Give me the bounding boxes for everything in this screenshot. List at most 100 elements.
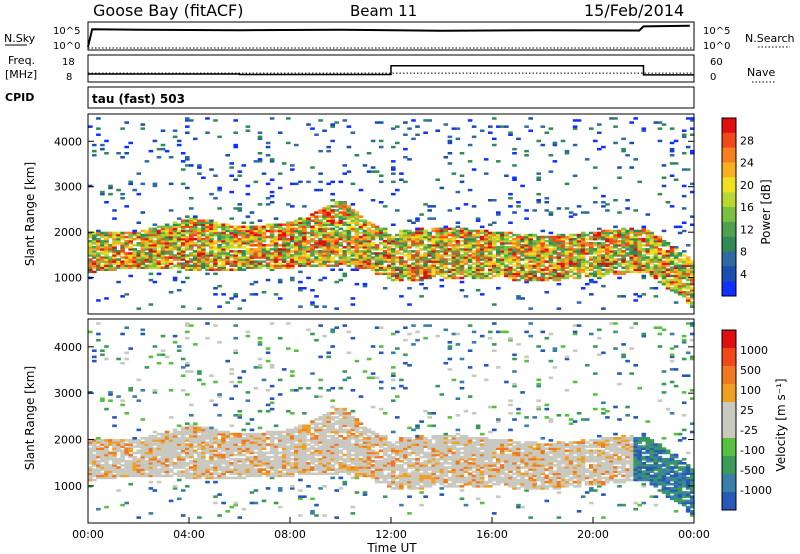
- power-cell: [483, 248, 489, 251]
- power-cell: [435, 246, 440, 249]
- power-cell: [593, 244, 598, 247]
- power-cell: [391, 268, 396, 271]
- power-cell: [168, 231, 174, 235]
- power-cell: [318, 244, 323, 247]
- power-cell: [459, 250, 465, 253]
- power-cell: [92, 239, 97, 243]
- power-cell: [467, 272, 473, 276]
- velocity-cell: [310, 466, 315, 469]
- power-cell: [338, 262, 344, 265]
- velocity-cell: [322, 420, 327, 423]
- power-cell: [172, 278, 178, 282]
- velocity-cell: [314, 472, 319, 476]
- power-cell: [411, 272, 416, 276]
- power-cell: [156, 262, 162, 265]
- velocity-cell: [314, 422, 319, 425]
- power-cell: [677, 258, 683, 261]
- velocity-cell: [322, 422, 327, 425]
- velocity-cell: [237, 409, 243, 413]
- power-cell: [411, 264, 416, 267]
- power-cell: [128, 233, 133, 237]
- velocity-cell: [225, 476, 230, 480]
- velocity-cell: [108, 474, 113, 478]
- power-cell: [524, 246, 529, 249]
- power-cell: [189, 225, 194, 229]
- power-cell: [657, 260, 663, 263]
- power-cell: [350, 252, 356, 255]
- power-cell: [621, 147, 626, 151]
- power-cell: [229, 256, 234, 259]
- power-cell: [475, 260, 481, 263]
- power-cell: [508, 250, 513, 253]
- power-cell: [180, 248, 186, 251]
- power-cell: [492, 266, 497, 269]
- power-cell: [560, 268, 566, 271]
- power-cell: [661, 242, 667, 245]
- velocity-cell: [233, 472, 238, 476]
- velocity-cell: [310, 497, 315, 501]
- power-cell: [455, 250, 461, 253]
- velocity-cell: [273, 449, 279, 453]
- power-cell: [310, 260, 315, 263]
- power-cell: [237, 262, 243, 265]
- power-cell: [621, 233, 626, 237]
- power-cell: [657, 248, 663, 251]
- velocity-cell: [112, 466, 117, 469]
- power-cell: [605, 239, 610, 243]
- power-cell: [399, 274, 404, 278]
- velocity-cell: [136, 516, 142, 519]
- velocity-cell: [294, 445, 299, 448]
- power-cell: [544, 272, 550, 276]
- velocity-cell: [286, 409, 291, 413]
- power-cell: [225, 233, 230, 237]
- power-cell: [148, 250, 154, 253]
- power-cell: [593, 258, 598, 261]
- power-cell: [459, 244, 465, 247]
- power-cell: [156, 266, 162, 269]
- velocity-cell: [318, 449, 323, 453]
- power-cell: [265, 203, 271, 206]
- velocity-cell: [221, 453, 226, 457]
- velocity-cell: [229, 472, 234, 476]
- power-cell: [132, 266, 137, 269]
- power-colorbar-swatch: [722, 251, 736, 267]
- velocity-cell: [261, 441, 267, 444]
- power-cell: [318, 262, 323, 265]
- power-cell: [374, 252, 380, 255]
- velocity-cell: [257, 366, 263, 369]
- velocity-cell: [318, 445, 323, 448]
- power-cell: [148, 227, 154, 231]
- velocity-cell: [318, 418, 323, 421]
- power-cell: [463, 231, 469, 235]
- velocity-cell: [189, 474, 194, 478]
- power-cell: [217, 305, 222, 308]
- power-cell: [500, 125, 505, 128]
- velocity-cell: [88, 391, 93, 394]
- velocity-cell: [140, 389, 146, 392]
- power-cell: [681, 152, 687, 155]
- power-cell: [180, 225, 186, 229]
- power-cell: [378, 266, 384, 269]
- power-cell: [407, 258, 412, 261]
- power-cell: [290, 233, 295, 237]
- power-cell: [229, 254, 234, 257]
- power-cell: [496, 258, 501, 261]
- velocity-cell: [302, 466, 307, 469]
- power-cell: [447, 244, 453, 247]
- power-cell: [237, 307, 243, 310]
- velocity-cell: [229, 437, 234, 440]
- power-cell: [564, 264, 570, 267]
- velocity-cell: [306, 443, 311, 446]
- power-cell: [439, 233, 445, 237]
- velocity-cell: [294, 470, 299, 473]
- velocity-cell: [152, 462, 158, 465]
- velocity-cell: [269, 397, 275, 400]
- power-cell: [382, 270, 388, 274]
- power-cell: [488, 244, 493, 247]
- power-cell: [201, 219, 206, 222]
- power-cell: [419, 244, 424, 247]
- velocity-cell: [277, 462, 283, 465]
- power-cell: [362, 284, 368, 288]
- power-cell: [172, 227, 178, 231]
- power-cell: [641, 127, 647, 130]
